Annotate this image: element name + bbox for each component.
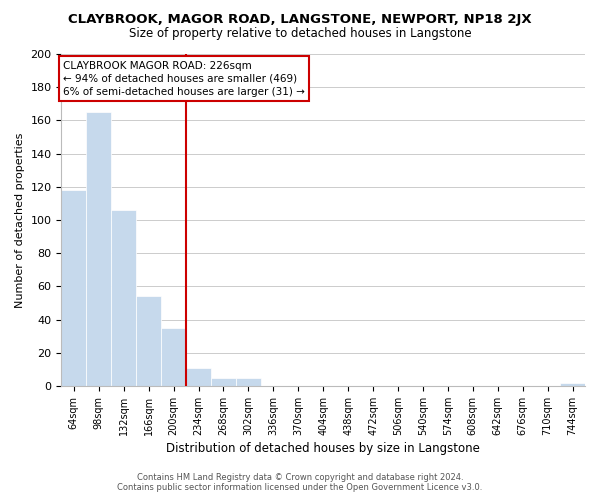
Text: Contains HM Land Registry data © Crown copyright and database right 2024.
Contai: Contains HM Land Registry data © Crown c… [118, 473, 482, 492]
Bar [211, 378, 236, 386]
Text: CLAYBROOK, MAGOR ROAD, LANGSTONE, NEWPORT, NP18 2JX: CLAYBROOK, MAGOR ROAD, LANGSTONE, NEWPOR… [68, 12, 532, 26]
Bar [560, 382, 585, 386]
Bar [236, 378, 261, 386]
Bar [86, 112, 111, 386]
Y-axis label: Number of detached properties: Number of detached properties [15, 132, 25, 308]
Bar [61, 190, 86, 386]
Bar [136, 296, 161, 386]
Text: Size of property relative to detached houses in Langstone: Size of property relative to detached ho… [128, 28, 472, 40]
Text: CLAYBROOK MAGOR ROAD: 226sqm
← 94% of detached houses are smaller (469)
6% of se: CLAYBROOK MAGOR ROAD: 226sqm ← 94% of de… [64, 60, 305, 97]
Bar [186, 368, 211, 386]
Bar [161, 328, 186, 386]
Bar [111, 210, 136, 386]
X-axis label: Distribution of detached houses by size in Langstone: Distribution of detached houses by size … [166, 442, 480, 455]
